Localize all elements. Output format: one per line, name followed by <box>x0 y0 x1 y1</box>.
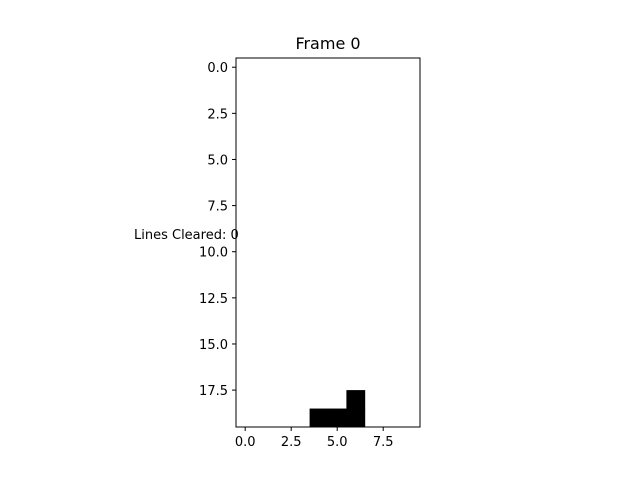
x-tick-label: 2.5 <box>281 435 302 450</box>
x-axis-ticks: 0.0 2.5 5.0 7.5 <box>235 427 394 450</box>
x-tick-label: 5.0 <box>327 435 348 450</box>
lines-cleared-label: Lines Cleared: 0 <box>134 228 239 243</box>
board-background <box>236 58 420 427</box>
y-tick-label: 12.5 <box>199 292 228 307</box>
y-tick-label: 7.5 <box>207 200 228 215</box>
filled-cell <box>328 408 347 428</box>
y-tick-label: 15.0 <box>199 338 228 353</box>
board-frame <box>235 57 421 428</box>
y-tick-label: 2.5 <box>207 107 228 122</box>
filled-cell <box>346 408 366 428</box>
y-tick-label: 17.5 <box>199 384 228 399</box>
filled-cell <box>346 390 366 409</box>
game-board <box>235 57 421 428</box>
y-tick-label: 10.0 <box>199 246 228 261</box>
filled-cell <box>309 408 329 428</box>
frame-title: Frame 0 <box>295 34 360 53</box>
y-tick-label: 0.0 <box>207 61 228 76</box>
x-tick-label: 0.0 <box>235 435 256 450</box>
y-tick-label: 5.0 <box>207 153 228 168</box>
y-axis-ticks: 0.0 2.5 5.0 7.5 10.0 12.5 15.0 17.5 <box>199 61 236 399</box>
x-tick-label: 7.5 <box>373 435 394 450</box>
